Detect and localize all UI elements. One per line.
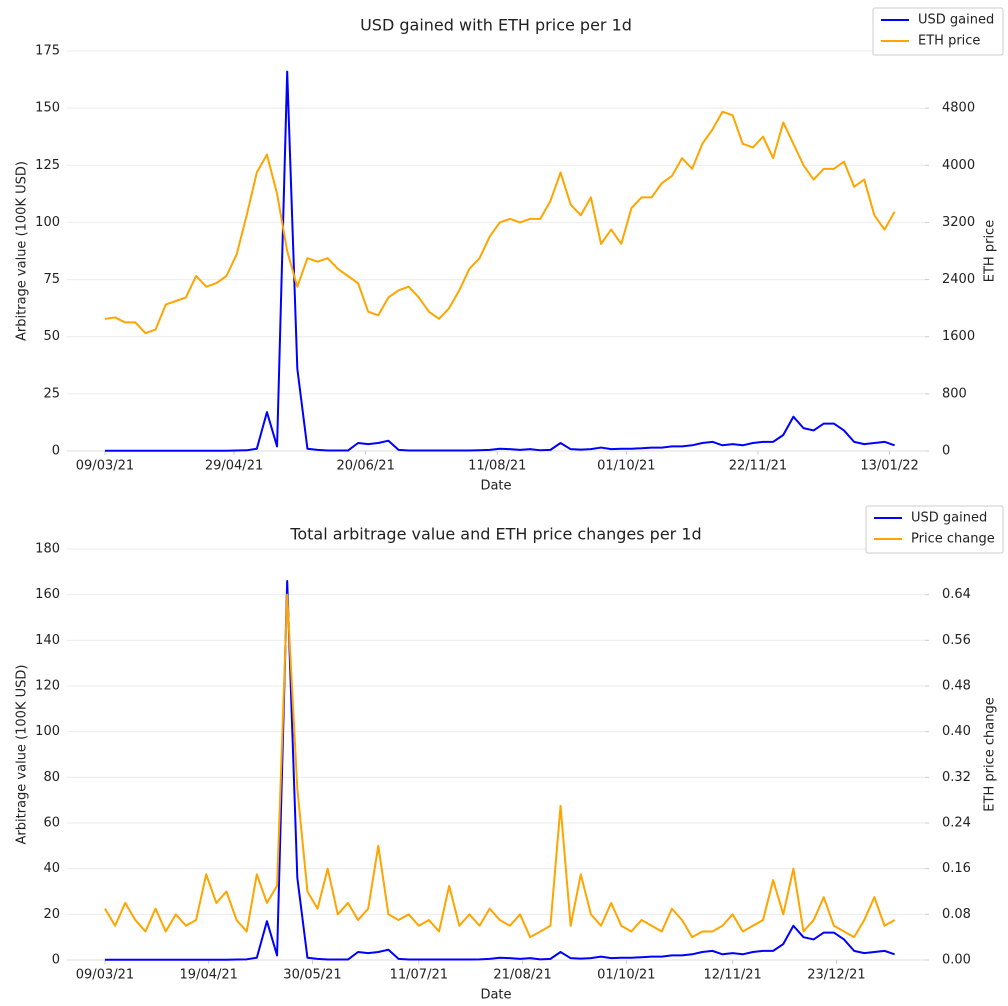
- y-tick-label: 0: [52, 444, 60, 459]
- y2-tick-label: 0.56: [942, 633, 971, 648]
- y-axis-label: Arbitrage value (100K USD): [15, 665, 30, 845]
- y-tick-label: 150: [35, 101, 60, 116]
- y-tick-label: 140: [35, 633, 60, 648]
- y-tick-label: 50: [43, 329, 60, 344]
- legend: USD gained Price change: [865, 505, 1004, 554]
- y-tick-label: 60: [43, 816, 60, 831]
- y-tick-label: 0: [52, 953, 60, 968]
- y2-axis-label: ETH price change: [983, 697, 998, 811]
- legend-label: Price change: [911, 532, 995, 547]
- y-tick-label: 20: [43, 907, 60, 922]
- y2-tick-label: 0: [942, 444, 950, 459]
- y-tick-label: 120: [35, 679, 60, 694]
- x-tick-label: 11/08/21: [468, 459, 526, 474]
- legend-label: USD gained: [918, 13, 994, 28]
- y2-tick-label: 3200: [942, 215, 975, 230]
- x-tick-label: 09/03/21: [76, 459, 134, 474]
- data-line: [104, 70, 895, 452]
- x-axis-label: Date: [480, 988, 511, 1003]
- x-tick-label: 01/10/21: [597, 459, 655, 474]
- y2-tick-label: 0.48: [942, 679, 971, 694]
- y-tick-label: 25: [43, 386, 60, 401]
- subplot: USD gained with ETH price per 1d 0 25 50 75 1…: [15, 7, 1004, 494]
- y2-tick-label: 800: [942, 386, 967, 401]
- y-tick-label: 160: [35, 587, 60, 602]
- y-tick-label: 80: [43, 770, 60, 785]
- x-axis-label: Date: [480, 479, 511, 494]
- y2-tick-label: 4800: [942, 101, 975, 116]
- legend: USD gained ETH price: [872, 7, 1004, 56]
- x-tick-label: 09/03/21: [76, 968, 134, 983]
- y-tick-label: 180: [35, 542, 60, 557]
- x-tick-label: 11/07/21: [390, 968, 448, 983]
- y2-tick-label: 4000: [942, 158, 975, 173]
- y2-tick-label: 0.32: [942, 770, 971, 785]
- y2-tick-label: 1600: [942, 329, 975, 344]
- x-tick-label: 13/01/22: [860, 459, 918, 474]
- y-tick-label: 40: [43, 861, 60, 876]
- x-tick-label: 20/06/21: [336, 459, 394, 474]
- x-tick-label: 21/08/21: [493, 968, 551, 983]
- chart-title: USD gained with ETH price per 1d: [360, 16, 632, 35]
- y2-axis-label: ETH price: [983, 220, 998, 282]
- y-tick-label: 125: [35, 158, 60, 173]
- x-tick-label: 01/10/21: [597, 968, 655, 983]
- y2-tick-label: 0.40: [942, 724, 971, 739]
- x-tick-label: 23/12/21: [807, 968, 865, 983]
- data-line: [104, 579, 895, 961]
- y2-tick-label: 0.00: [942, 953, 971, 968]
- y-axis-label: Arbitrage value (100K USD): [15, 161, 30, 341]
- x-tick-label: 30/05/21: [283, 968, 341, 983]
- x-tick-label: 22/11/21: [729, 459, 787, 474]
- chart-title: Total arbitrage value and ETH price chan…: [289, 525, 701, 544]
- y-tick-label: 100: [35, 215, 60, 230]
- y2-tick-label: 0.64: [942, 587, 971, 602]
- y2-tick-label: 0.16: [942, 861, 971, 876]
- y-tick-label: 175: [35, 44, 60, 59]
- y-tick-label: 75: [43, 272, 60, 287]
- y2-tick-label: 0.24: [942, 816, 971, 831]
- legend-label: ETH price: [918, 34, 980, 49]
- data-line: [104, 593, 896, 939]
- x-tick-label: 29/04/21: [205, 459, 263, 474]
- y2-tick-label: 0.08: [942, 907, 971, 922]
- subplot: Total arbitrage value and ETH price chan…: [15, 505, 1004, 1003]
- y-tick-label: 100: [35, 724, 60, 739]
- x-tick-label: 19/04/21: [180, 968, 238, 983]
- data-line: [104, 110, 896, 335]
- y2-tick-label: 2400: [942, 272, 975, 287]
- legend-label: USD gained: [911, 511, 987, 526]
- x-tick-label: 12/11/21: [703, 968, 761, 983]
